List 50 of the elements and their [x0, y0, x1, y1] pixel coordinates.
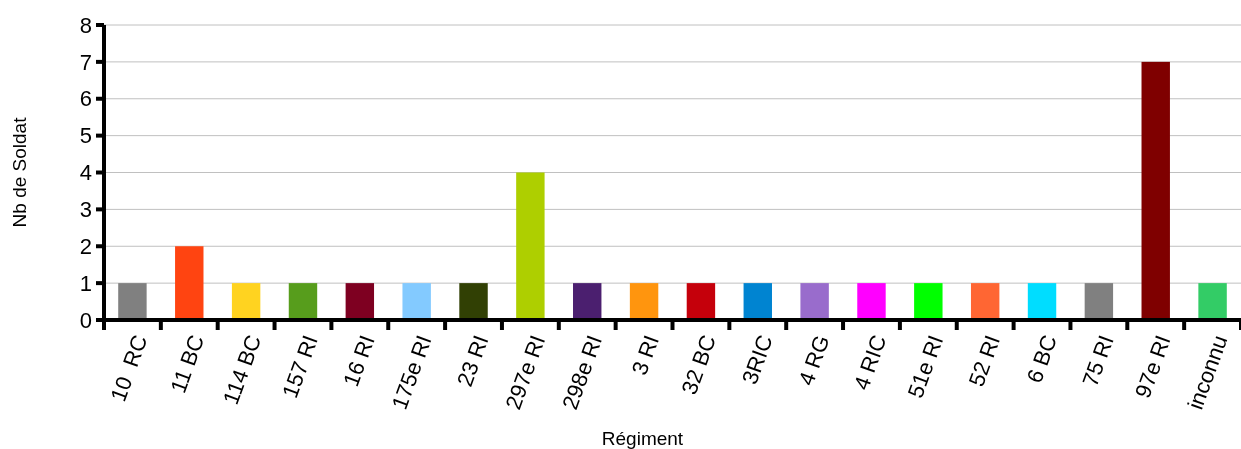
x-tick-label: 4 RG — [793, 331, 835, 389]
bar — [118, 283, 147, 320]
y-tick-label: 3 — [79, 197, 92, 223]
x-tick-label: 114 BC — [218, 331, 267, 408]
bar — [345, 283, 375, 320]
x-tick-label: 6 BC — [1021, 331, 1062, 387]
x-tick-label: 297e RI — [500, 331, 551, 413]
x-tick-label: 10 RC — [105, 331, 153, 405]
y-tick-label: 5 — [79, 123, 92, 149]
x-tick-label: 51e RI — [902, 331, 949, 402]
y-tick-label: 6 — [79, 86, 92, 112]
x-tick-label: 298e RI — [557, 331, 608, 413]
bar — [1141, 61, 1170, 320]
x-tick-label: 4 RIC — [848, 331, 892, 394]
y-tick-label: 0 — [79, 307, 92, 333]
bar — [970, 283, 1000, 320]
x-tick-label: 23 RI — [451, 331, 494, 390]
x-tick-label: 175e RI — [386, 331, 437, 413]
bar — [800, 283, 829, 320]
x-tick-label: 3 RI — [626, 331, 665, 379]
x-tick-label: 52 RI — [963, 331, 1006, 390]
y-tick-label: 2 — [79, 233, 92, 259]
x-tick-label: 16 RI — [338, 331, 380, 390]
y-tick-label: 1 — [79, 270, 92, 296]
bar — [1027, 283, 1057, 320]
bar — [629, 283, 659, 320]
x-tick-label: 97e RI — [1129, 331, 1176, 402]
y-axis-title: Nb de Soldat — [9, 116, 30, 228]
bar — [1084, 283, 1114, 320]
x-axis-title: Régiment — [601, 428, 684, 449]
x-tick-label: 3RIC — [737, 331, 778, 388]
bar — [857, 283, 886, 320]
bar — [175, 246, 204, 320]
y-tick-label: 7 — [79, 49, 92, 75]
y-tick-label: 8 — [79, 12, 92, 38]
x-tick-label: 11 BC — [165, 331, 210, 397]
x-tick-label: 157 RI — [277, 331, 323, 402]
bar — [1198, 283, 1227, 320]
bar — [914, 283, 943, 320]
bar — [686, 283, 716, 320]
bar — [288, 283, 318, 320]
bar — [743, 283, 772, 320]
bar — [573, 283, 602, 320]
y-tick-label: 4 — [79, 160, 92, 186]
x-tick-label: 75 RI — [1077, 331, 1119, 390]
bar — [402, 283, 431, 320]
bar — [231, 283, 261, 320]
bar — [516, 172, 545, 320]
x-tick-label: 32 BC — [676, 331, 721, 398]
bar — [459, 283, 488, 320]
